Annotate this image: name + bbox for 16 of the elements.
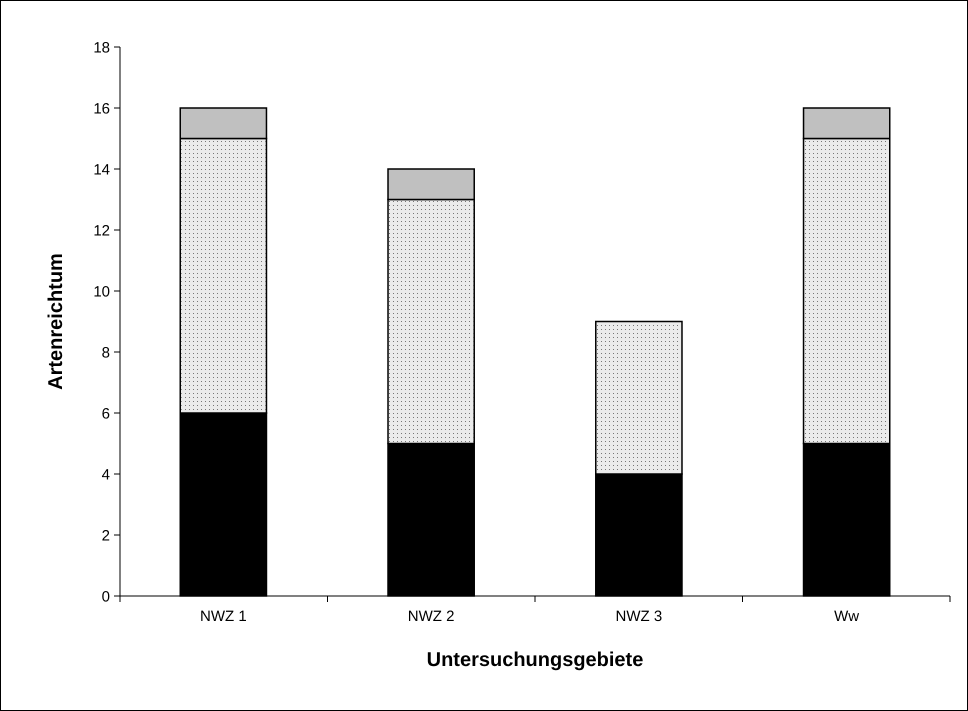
y-tick-label: 10: [93, 283, 110, 300]
y-tick-label: 16: [93, 100, 110, 118]
y-tick-label: 2: [102, 527, 110, 544]
y-axis-title: Artenreichtum: [45, 253, 67, 390]
y-tick-label: 14: [93, 161, 110, 178]
y-tick-label: 8: [102, 344, 110, 362]
y-tick-label: 6: [102, 405, 110, 422]
x-axis-title: Untersuchungsgebiete: [426, 649, 644, 671]
y-tick-label: 0: [102, 588, 110, 606]
x-tick-label: NWZ 2: [408, 608, 454, 625]
y-tick-label: 4: [102, 466, 110, 484]
y-tick-label: 12: [93, 222, 110, 240]
x-tick-label: NWZ 1: [200, 608, 247, 625]
x-tick-label: Ww: [834, 608, 860, 625]
y-tick-label: 18: [93, 39, 110, 56]
x-tick-label: NWZ 3: [616, 608, 662, 625]
